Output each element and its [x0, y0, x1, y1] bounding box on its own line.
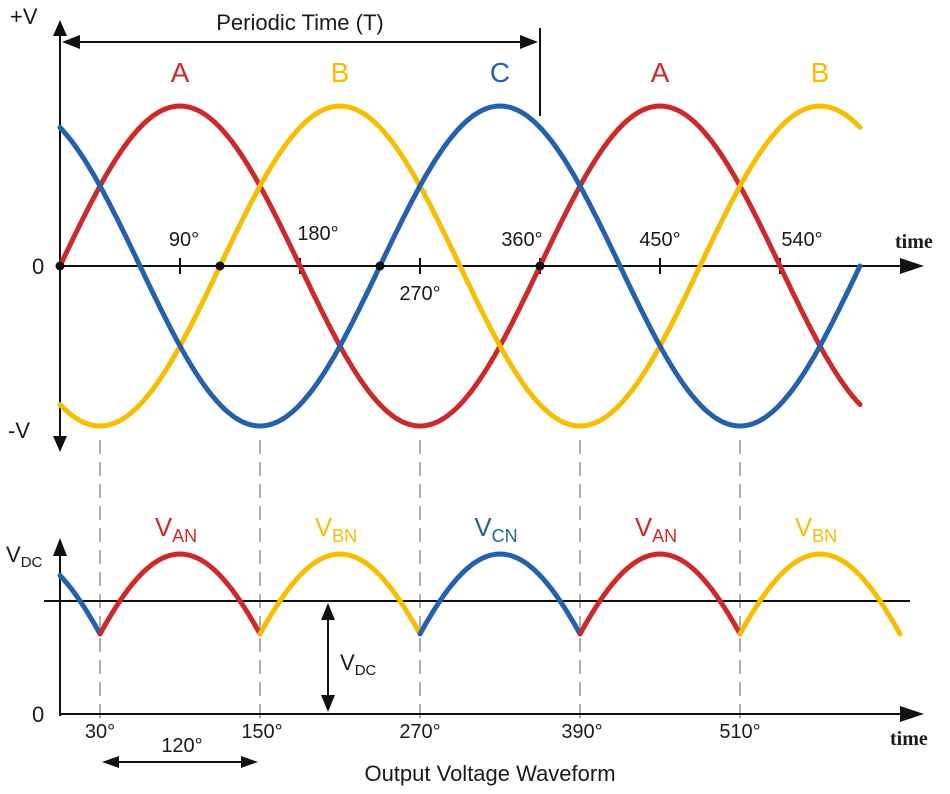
bottom-x-axis-arrow: [900, 706, 924, 722]
vdc-arrow-down-head: [321, 695, 335, 712]
period-title: Periodic Time (T): [216, 10, 383, 35]
output-segment-c: [57, 572, 103, 637]
bottom-y-axis-arrow: [53, 538, 67, 556]
top-y-axis-arrow-up: [53, 20, 67, 36]
vdc-axis-label: VDC: [6, 542, 43, 571]
phase-guides: [99, 440, 741, 720]
zero-top-label: 0: [32, 254, 44, 279]
deg-label: 510°: [719, 721, 760, 743]
wave-c: [57, 103, 863, 429]
deg-label: 150°: [241, 721, 282, 743]
phase-waves: [57, 103, 863, 429]
phase-letter: B: [811, 57, 830, 88]
zero-bottom-label: 0: [32, 702, 44, 727]
zero-crossing-dot: [215, 261, 225, 271]
bottom-degree-labels: 30° 150° 270° 390° 510°: [85, 721, 761, 743]
output-segment-a: [577, 551, 743, 637]
zero-crossing-dot: [375, 261, 385, 271]
output-waveform: [57, 551, 903, 637]
output-segment-c: [417, 551, 583, 637]
wave-b: [57, 103, 863, 429]
top-x-axis-arrow: [900, 258, 924, 274]
deg-label: 90°: [169, 229, 199, 251]
output-labels: VAN VBN VCN VAN VBN: [155, 512, 837, 546]
zero-crossing-dot: [535, 261, 545, 271]
top-y-axis-arrow-down: [53, 436, 67, 452]
zero-crossing-dots: [55, 261, 545, 271]
width-arrow-right-head: [241, 756, 258, 768]
deg-label: 390°: [561, 721, 602, 743]
time-top-label: time: [895, 231, 933, 253]
phase-letter: B: [331, 57, 350, 88]
deg-label: 360°: [501, 229, 542, 251]
output-segment-b: [257, 551, 423, 637]
output-label: VBN: [315, 512, 357, 546]
output-segment-a: [97, 551, 263, 637]
period-arrow-left-head: [62, 35, 80, 49]
output-label: VAN: [155, 512, 197, 546]
output-label: VBN: [795, 512, 837, 546]
minus-v-label: -V: [8, 418, 30, 443]
output-label: VCN: [474, 512, 517, 546]
wave-a: [57, 103, 863, 429]
output-title: Output Voltage Waveform: [364, 761, 615, 786]
top-degree-labels: 90° 180° 270° 360° 450° 540°: [169, 223, 823, 305]
deg-label: 30°: [85, 721, 115, 743]
deg-label: 450°: [639, 229, 680, 251]
vdc-arrow-label: VDC: [340, 650, 377, 679]
width-arrow-left-head: [102, 756, 119, 768]
width-label: 120°: [161, 735, 202, 757]
plus-v-label: +V: [10, 4, 38, 29]
deg-label: 180°: [297, 223, 338, 245]
phase-letter: C: [490, 57, 510, 88]
phase-letters: A B C A B: [171, 57, 830, 88]
deg-label: 540°: [781, 229, 822, 251]
vdc-arrow-up-head: [321, 603, 335, 620]
phase-letter: A: [171, 57, 190, 88]
time-bottom-label: time: [890, 728, 928, 750]
deg-label: 270°: [399, 283, 440, 305]
output-segment-b: [737, 551, 903, 637]
deg-label: 270°: [399, 721, 440, 743]
period-arrow-right-head: [520, 35, 538, 49]
zero-crossing-dot: [55, 261, 65, 271]
output-label: VAN: [635, 512, 677, 546]
phase-letter: A: [651, 57, 670, 88]
